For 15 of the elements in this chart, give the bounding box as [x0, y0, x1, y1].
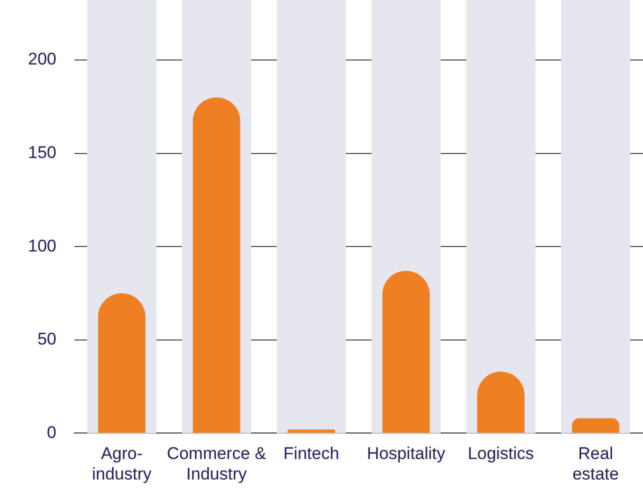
x-tick-label: Agro-industry [92, 444, 152, 484]
x-tick-label: Hospitality [366, 444, 446, 464]
y-tick-label: 200 [28, 50, 56, 69]
bar [98, 293, 146, 433]
x-tick-label: Logistics [468, 444, 534, 464]
y-tick-label: 100 [28, 236, 56, 256]
y-tick-label: 50 [37, 330, 56, 349]
x-tick-label: Real estate [572, 444, 619, 484]
bar [572, 418, 620, 433]
x-tick-label: Commerce & Industry [166, 444, 267, 484]
y-tick-label: 0 [46, 422, 56, 442]
y-tick-label: 150 [28, 142, 56, 162]
bar [288, 429, 335, 433]
x-tick-label: Fintech [283, 444, 340, 464]
bar [382, 270, 430, 433]
